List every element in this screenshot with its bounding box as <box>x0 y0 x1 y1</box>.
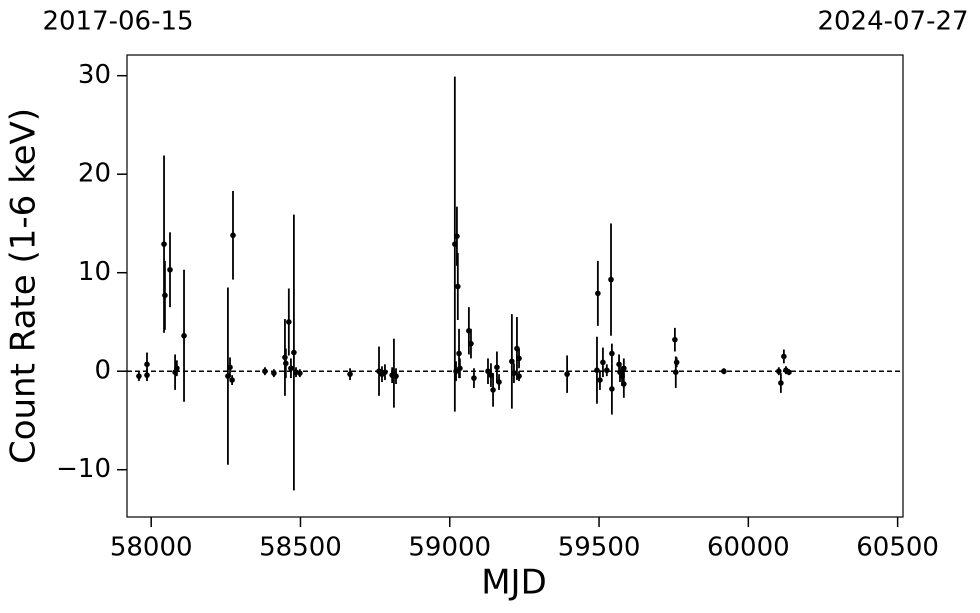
data-point <box>162 292 168 299</box>
y-tick-label: 10 <box>78 257 111 287</box>
plot-frame <box>126 54 904 518</box>
data-point <box>597 377 603 383</box>
data-point <box>608 276 614 283</box>
data-point <box>511 370 517 376</box>
start-date: 2017-06-15 <box>42 7 193 37</box>
x-tick-label: 60000 <box>707 533 790 563</box>
data-point <box>174 365 180 372</box>
data-point <box>454 233 460 240</box>
data-point <box>347 371 353 377</box>
data-point <box>457 365 463 372</box>
y-tick-label: 20 <box>78 159 111 189</box>
x-tick-label: 59500 <box>558 533 641 563</box>
data-point <box>516 373 522 379</box>
data-point <box>621 381 627 387</box>
data-point <box>230 232 236 239</box>
x-tick-label: 60500 <box>856 533 939 563</box>
data-point <box>144 361 150 368</box>
y-tick-label: −10 <box>56 454 111 484</box>
data-point <box>490 387 496 393</box>
data-point <box>672 369 679 375</box>
data-point <box>672 336 678 343</box>
data-point <box>564 371 570 377</box>
data-point <box>291 349 297 356</box>
data-point <box>775 368 782 375</box>
data-point <box>297 370 303 376</box>
y-axis-title: Count Rate (1-6 keV) <box>4 108 44 464</box>
data-point <box>181 332 187 339</box>
data-point <box>283 360 289 367</box>
data-point <box>393 373 399 379</box>
data-point <box>286 319 292 325</box>
data-point <box>600 359 606 366</box>
end-date: 2024-07-27 <box>817 7 968 37</box>
data-point <box>621 365 627 372</box>
data-point <box>288 365 294 372</box>
x-axis-title: MJD <box>481 563 547 603</box>
data-point <box>509 358 515 365</box>
data-point <box>227 364 233 371</box>
x-tick-label: 59000 <box>408 533 491 563</box>
y-tick-label: 30 <box>78 60 111 90</box>
data-point <box>781 353 787 360</box>
data-point <box>382 369 388 375</box>
data-point <box>468 340 474 347</box>
data-point <box>778 380 784 386</box>
data-point <box>609 350 615 357</box>
y-tick-label: 0 <box>94 356 111 386</box>
data-point <box>161 241 167 247</box>
data-point <box>786 369 792 375</box>
x-tick-label: 58000 <box>110 533 193 563</box>
data-point <box>229 377 235 383</box>
data-point <box>262 368 268 375</box>
data-point <box>167 266 173 273</box>
data-point <box>594 367 600 374</box>
data-point <box>496 379 502 385</box>
data-point <box>494 364 500 371</box>
data-point <box>456 350 462 357</box>
data-point <box>595 290 601 297</box>
data-point <box>455 283 461 290</box>
x-tick-label: 58500 <box>259 533 342 563</box>
data-point <box>516 355 522 362</box>
data-point <box>604 367 610 374</box>
data-point <box>721 368 727 375</box>
data-point <box>485 368 491 375</box>
data-point <box>453 368 459 375</box>
data-point <box>136 373 142 379</box>
data-point <box>271 370 277 376</box>
data-point <box>609 386 615 392</box>
data-point <box>471 375 477 381</box>
